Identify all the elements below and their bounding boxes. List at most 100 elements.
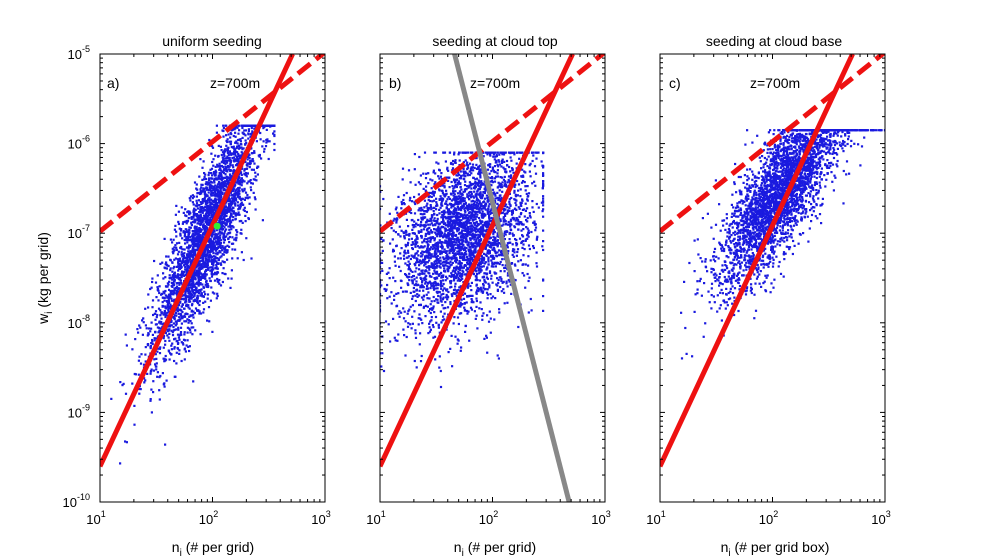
scatter-point [190,217,193,220]
scatter-point [421,322,424,325]
scatter-point [216,189,219,192]
scatter-point [244,196,247,199]
scatter-point [517,325,520,329]
scatter-point [457,229,460,232]
scatter-point [387,271,390,274]
scatter-point [211,160,214,164]
scatter-point [451,185,454,188]
scatter-point [222,161,226,165]
scatter-point [225,249,228,252]
scatter-point [249,179,252,182]
scatter-point [241,188,244,191]
scatter-point [185,262,188,265]
scatter-point [487,205,490,208]
scatter-point [474,230,478,233]
scatter-point [434,172,437,175]
scatter-point [202,207,205,210]
scatter-point [216,253,219,256]
scatter-point [493,236,496,240]
scatter-point [418,343,421,346]
scatter-point [487,256,490,259]
scatter-point [237,187,240,190]
scatter-point [180,341,183,344]
scatter-point [233,147,236,150]
scatter-point [226,182,229,185]
scatter-point [187,250,190,253]
scatter-point [201,183,204,186]
scatter-point [524,239,527,242]
scatter-point [259,131,262,135]
scatter-point [211,203,214,206]
scatter-point [189,226,192,229]
scatter-point [213,179,216,182]
scatter-point [233,160,236,163]
scatter-point [380,310,382,313]
scatter-point [234,248,237,251]
scatter-point [179,282,182,285]
scatter-point [220,149,223,152]
scatter-point [526,207,529,210]
scatter-point [475,195,478,198]
scatter-point [484,208,487,211]
scatter-point [267,124,270,127]
scatter-point [204,300,207,303]
scatter-point [223,250,226,254]
scatter-point [241,197,244,200]
scatter-point [191,239,194,242]
scatter-point [203,172,206,175]
scatter-point [224,223,227,226]
scatter-point [455,261,458,264]
scatter-point [261,219,264,222]
scatter-point [180,251,183,254]
scatter-point [156,286,159,289]
scatter-point [195,282,198,285]
highlight-point [213,222,221,230]
scatter-point [191,250,194,253]
scatter-point [196,244,199,247]
scatter-point [193,229,196,233]
scatter-point [438,239,441,242]
scatter-point [202,311,205,314]
scatter-point [136,328,139,331]
scatter-point [194,248,197,252]
scatter-point [137,331,140,334]
scatter-point [195,274,199,277]
scatter-point [234,135,237,138]
scatter-point [250,168,253,171]
scatter-point [147,293,150,296]
scatter-point [457,289,460,292]
scatter-point [236,151,239,154]
scatter-point [419,332,422,335]
scatter-point [188,284,191,287]
scatter-point [216,165,219,168]
scatter-point [213,245,217,248]
scatter-point [394,339,397,342]
scatter-point [183,256,187,259]
scatter-point [202,218,205,221]
scatter-point [198,204,201,207]
scatter-point [222,188,225,191]
scatter-point [185,298,188,301]
scatter-point [492,153,495,156]
scatter-point [197,242,200,245]
scatter-point [151,338,154,342]
scatter-point [196,188,199,191]
scatter-point [246,193,249,197]
scatter-point [110,397,113,400]
scatter-point [155,296,158,299]
scatter-point [206,293,210,296]
scatter-point [180,275,183,279]
scatter-point [133,372,136,376]
scatter-point [542,215,545,218]
scatter-point [240,198,243,202]
scatter-point [476,228,479,231]
scatter-point [119,381,122,384]
scatter-point [411,304,414,307]
scatter-point [488,220,492,223]
scatter-point [453,151,456,154]
scatter-point [431,247,434,251]
scatter-point [171,261,174,264]
scatter-point [205,219,209,222]
panel-a: uniform seeding 101 102 103 a) z=700m ni (… [86,33,330,559]
scatter-point [188,282,191,285]
